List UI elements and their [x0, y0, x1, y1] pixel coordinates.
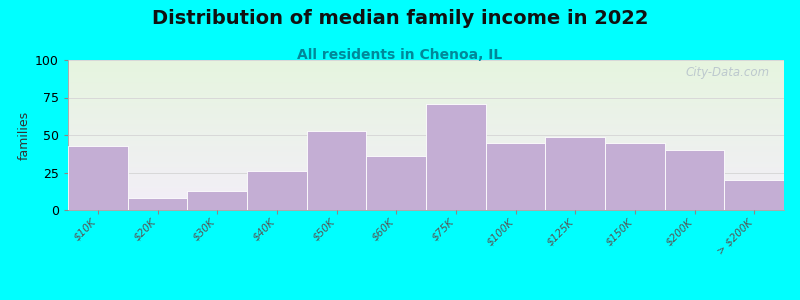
Bar: [247, 171, 306, 210]
Bar: [128, 198, 187, 210]
Text: All residents in Chenoa, IL: All residents in Chenoa, IL: [298, 48, 502, 62]
Bar: [724, 180, 784, 210]
Bar: [68, 146, 128, 210]
Bar: [366, 156, 426, 210]
Bar: [486, 142, 546, 210]
Bar: [605, 142, 665, 210]
Text: City-Data.com: City-Data.com: [686, 66, 770, 79]
Bar: [665, 150, 724, 210]
Bar: [546, 136, 605, 210]
Text: Distribution of median family income in 2022: Distribution of median family income in …: [152, 9, 648, 28]
Bar: [426, 103, 486, 210]
Bar: [306, 130, 366, 210]
Y-axis label: families: families: [18, 110, 31, 160]
Bar: [187, 190, 247, 210]
